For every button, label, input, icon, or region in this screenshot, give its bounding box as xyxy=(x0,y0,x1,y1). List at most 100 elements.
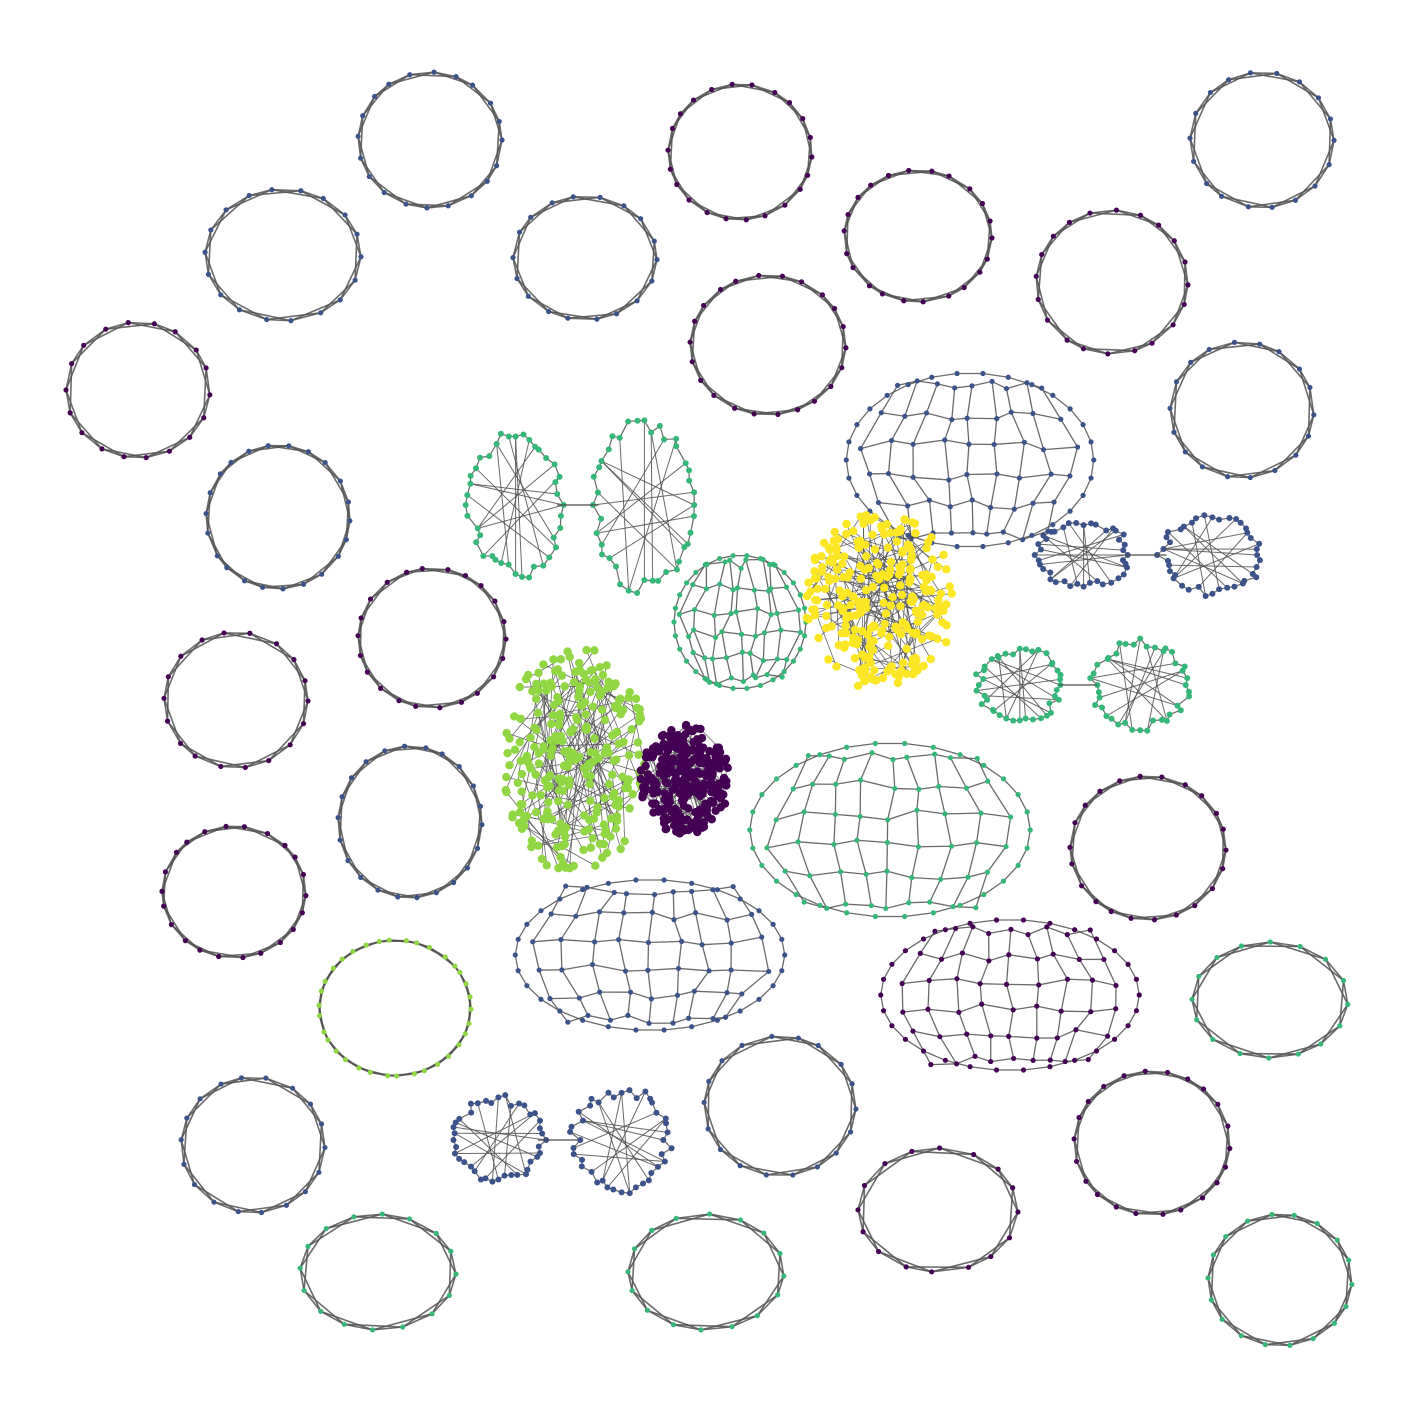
edge xyxy=(976,678,1061,692)
edge xyxy=(736,568,742,588)
node xyxy=(1185,586,1192,593)
edge xyxy=(764,188,801,217)
node xyxy=(1076,1114,1082,1121)
node xyxy=(305,449,311,455)
node xyxy=(626,1190,633,1197)
node xyxy=(1296,366,1303,372)
node xyxy=(909,875,915,881)
node xyxy=(696,724,705,734)
node xyxy=(750,845,756,851)
node xyxy=(984,531,990,537)
edge xyxy=(672,1017,689,1024)
node xyxy=(839,365,845,371)
edge xyxy=(689,305,705,343)
node xyxy=(691,824,701,834)
node xyxy=(547,814,557,824)
edge xyxy=(1324,958,1349,1005)
node xyxy=(691,808,700,817)
node xyxy=(1160,1211,1166,1217)
node xyxy=(471,1168,478,1175)
node xyxy=(720,758,729,767)
edge xyxy=(729,560,734,590)
node xyxy=(565,1019,571,1025)
node xyxy=(197,947,203,953)
node xyxy=(462,1031,468,1037)
node xyxy=(302,1189,308,1195)
node xyxy=(456,1155,463,1162)
node xyxy=(643,770,653,779)
component-ring-7 xyxy=(1033,207,1191,357)
edge xyxy=(986,507,992,535)
edge xyxy=(610,1014,629,1021)
node xyxy=(842,614,851,623)
node xyxy=(888,437,895,444)
node xyxy=(649,909,655,915)
node xyxy=(556,819,565,828)
edge xyxy=(289,700,309,746)
edge xyxy=(180,742,222,768)
edge xyxy=(676,968,680,996)
node xyxy=(540,776,550,785)
node xyxy=(838,592,847,601)
node xyxy=(555,709,565,718)
edge xyxy=(1191,957,1218,1000)
node xyxy=(1058,1008,1064,1014)
edge xyxy=(712,889,728,921)
node xyxy=(781,1273,787,1279)
node xyxy=(1305,433,1312,439)
node xyxy=(1137,635,1144,642)
node xyxy=(675,965,682,972)
edge xyxy=(940,846,953,880)
node xyxy=(953,1061,960,1067)
node xyxy=(414,895,420,901)
node xyxy=(1029,648,1036,655)
node xyxy=(515,682,524,692)
edge xyxy=(911,876,941,880)
node xyxy=(1040,565,1047,572)
edge xyxy=(1212,1038,1241,1055)
node xyxy=(790,658,796,664)
node xyxy=(400,1324,406,1330)
edge xyxy=(556,740,601,844)
node xyxy=(697,805,707,814)
node xyxy=(1346,1257,1352,1263)
edge xyxy=(1074,929,1097,940)
edge xyxy=(786,632,802,660)
edge xyxy=(676,1213,710,1220)
node xyxy=(900,1009,906,1015)
node xyxy=(1142,1068,1148,1074)
edge xyxy=(1036,984,1040,1007)
edge xyxy=(1135,1209,1181,1215)
edge xyxy=(966,474,973,501)
node xyxy=(1108,715,1115,722)
node xyxy=(1064,932,1070,938)
node xyxy=(598,670,608,680)
edge xyxy=(916,810,920,847)
node xyxy=(166,448,172,454)
node xyxy=(1133,1008,1140,1014)
edge xyxy=(1201,795,1224,830)
node xyxy=(966,441,972,447)
edge xyxy=(948,473,968,481)
node xyxy=(1089,977,1096,983)
node xyxy=(500,655,506,662)
node xyxy=(578,1163,585,1170)
edge xyxy=(163,655,182,699)
node xyxy=(322,978,328,984)
node xyxy=(875,575,884,584)
node xyxy=(263,1075,269,1081)
node xyxy=(1067,473,1073,479)
node xyxy=(885,663,895,673)
node xyxy=(577,1137,584,1143)
node xyxy=(695,744,704,754)
edge xyxy=(749,811,754,831)
node xyxy=(1087,210,1093,216)
edge xyxy=(1202,1088,1229,1127)
edge xyxy=(1032,473,1052,504)
node xyxy=(246,192,252,199)
edge xyxy=(344,214,362,258)
node xyxy=(860,663,869,672)
edge xyxy=(1312,1305,1347,1340)
node xyxy=(863,871,869,877)
edge xyxy=(1167,1071,1204,1090)
